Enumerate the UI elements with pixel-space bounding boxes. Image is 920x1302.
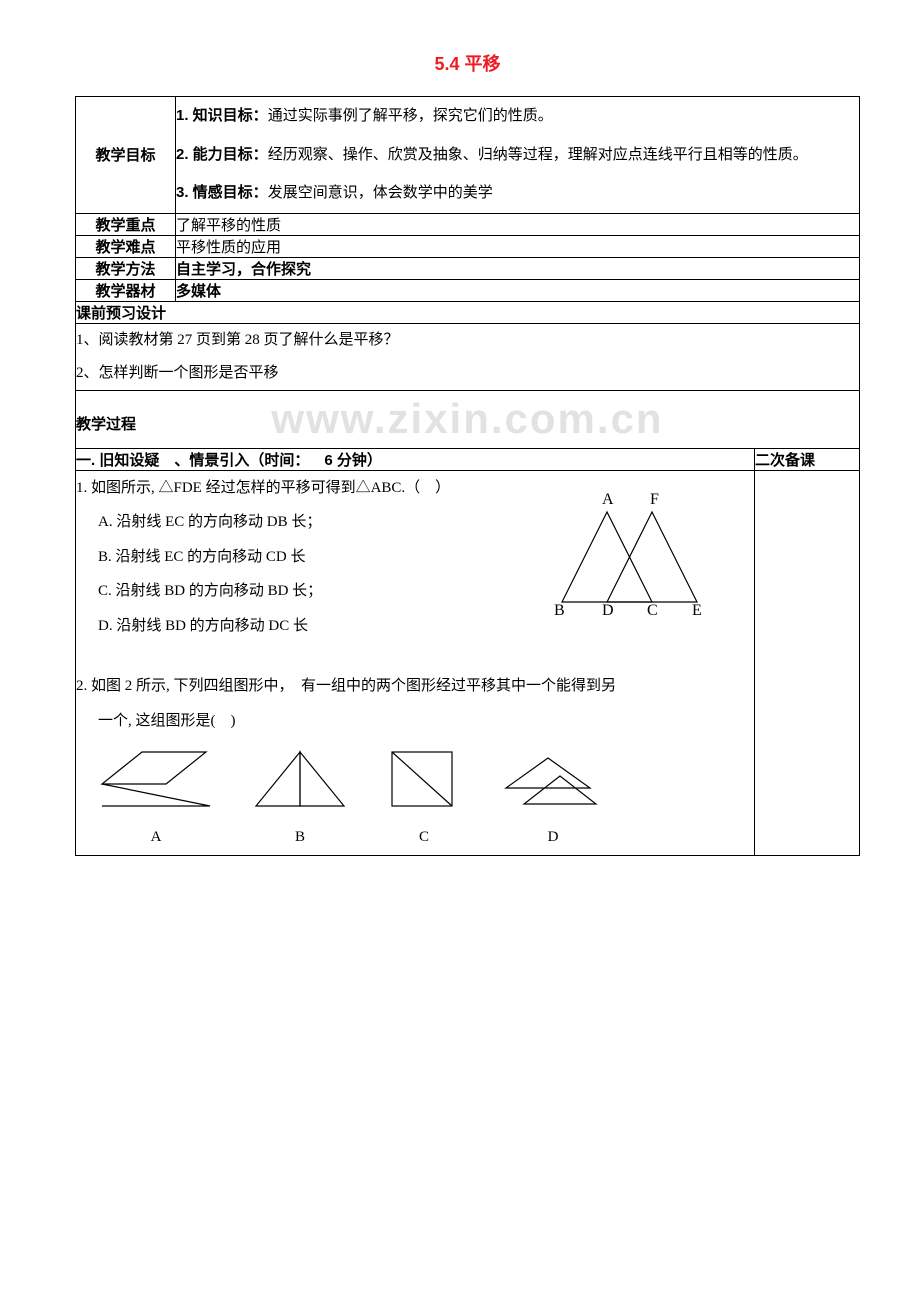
preview-line-1: 1、阅读教材第 27 页到第 28 页了解什么是平移？ (76, 324, 859, 357)
preview-line-2: 2、怎样判断一个图形是否平移 (76, 357, 859, 390)
goals-content: 1. 知识目标：通过实际事例了解平移，探究它们的性质。 2. 能力目标：经历观察… (176, 97, 860, 214)
goal-3-label: 3. 情感目标： (176, 184, 268, 201)
notes-header: 二次备课 (754, 448, 859, 470)
fig-C-label: C (384, 820, 464, 855)
row-preview-label: 课前预习设计 (76, 301, 860, 323)
section-1-header: 一. 旧知设疑 、情景引入（时间： 6 分钟） (76, 448, 755, 470)
goal-1: 1. 知识目标：通过实际事例了解平移，探究它们的性质。 (176, 97, 859, 136)
page-title: 5.4 平移 (75, 50, 860, 76)
goal-2: 2. 能力目标：经历观察、操作、欣赏及抽象、归纳等过程，理解对应点连线平行且相等… (176, 136, 859, 175)
row-preview-content: 1、阅读教材第 27 页到第 28 页了解什么是平移？ 2、怎样判断一个图形是否… (76, 323, 860, 390)
lbl-C: C (647, 602, 658, 615)
fig-B-svg (250, 746, 350, 812)
lesson-plan-table: 教学目标 1. 知识目标：通过实际事例了解平移，探究它们的性质。 2. 能力目标… (75, 96, 860, 856)
fig-A-label: A (96, 820, 216, 855)
lbl-A: A (602, 491, 614, 508)
goal-3: 3. 情感目标：发展空间意识，体会数学中的美学 (176, 174, 859, 213)
fig-C-svg (384, 746, 464, 812)
fig-D-svg (498, 746, 608, 812)
q2-fig-A: A (96, 746, 216, 855)
fig-D-label: D (498, 820, 608, 855)
goal-1-label: 1. 知识目标： (176, 107, 268, 124)
goal-3-text: 发展空间意识，体会数学中的美学 (268, 185, 493, 201)
q2-figures-row: A B (76, 746, 754, 855)
goal-2-text: 经历观察、操作、欣赏及抽象、归纳等过程，理解对应点连线平行且相等的性质。 (268, 147, 808, 163)
q2-fig-D: D (498, 746, 608, 855)
method-text: 自主学习，合作探究 (176, 257, 860, 279)
process-label: 教学过程 (76, 416, 136, 433)
lbl-D: D (602, 602, 614, 615)
goal-2-label: 2. 能力目标： (176, 146, 268, 163)
difficulty-label: 教学难点 (76, 235, 176, 257)
goals-label: 教学目标 (76, 97, 176, 214)
method-label: 教学方法 (76, 257, 176, 279)
q2-fig-C: C (384, 746, 464, 855)
spacer (76, 643, 754, 669)
preview-label: 课前预习设计 (76, 301, 860, 323)
focus-label: 教学重点 (76, 213, 176, 235)
row-equipment: 教学器材 多媒体 (76, 279, 860, 301)
goal-1-text: 通过实际事例了解平移，探究它们的性质。 (268, 108, 553, 124)
lbl-B: B (554, 602, 565, 615)
q2-fig-B: B (250, 746, 350, 855)
equipment-text: 多媒体 (176, 279, 860, 301)
fig-B-label: B (250, 820, 350, 855)
process-cell: www.zixin.com.cn 教学过程 (76, 390, 860, 448)
row-focus: 教学重点 了解平移的性质 (76, 213, 860, 235)
fig-A-svg (96, 746, 216, 812)
row-section-1-header: 一. 旧知设疑 、情景引入（时间： 6 分钟） 二次备课 (76, 448, 860, 470)
lbl-E: E (692, 602, 702, 615)
notes-column (754, 470, 859, 855)
q2-stem-2: 一个, 这组图形是( ) (76, 704, 754, 739)
row-process-label: www.zixin.com.cn 教学过程 (76, 390, 860, 448)
q2-stem: 2. 如图 2 所示, 下列四组图形中， 有一组中的两个图形经过平移其中一个能得… (76, 669, 754, 704)
preview-content: 1、阅读教材第 27 页到第 28 页了解什么是平移？ 2、怎样判断一个图形是否… (76, 323, 860, 390)
row-goals: 教学目标 1. 知识目标：通过实际事例了解平移，探究它们的性质。 2. 能力目标… (76, 97, 860, 214)
title-text: 5.4 平移 (434, 54, 500, 74)
questions-cell: 1. 如图所示, △FDE 经过怎样的平移可得到△ABC.（ ） A. 沿射线 … (76, 470, 755, 855)
difficulty-text: 平移性质的应用 (176, 235, 860, 257)
row-method: 教学方法 自主学习，合作探究 (76, 257, 860, 279)
q1-figure: A F B D C E (552, 487, 712, 615)
watermark-text: www.zixin.com.cn (271, 395, 663, 443)
focus-text: 了解平移的性质 (176, 213, 860, 235)
q1-triangles-svg: A F B D C E (552, 487, 712, 615)
lbl-F: F (650, 491, 659, 508)
equipment-label: 教学器材 (76, 279, 176, 301)
row-questions: 1. 如图所示, △FDE 经过怎样的平移可得到△ABC.（ ） A. 沿射线 … (76, 470, 860, 855)
row-difficulty: 教学难点 平移性质的应用 (76, 235, 860, 257)
